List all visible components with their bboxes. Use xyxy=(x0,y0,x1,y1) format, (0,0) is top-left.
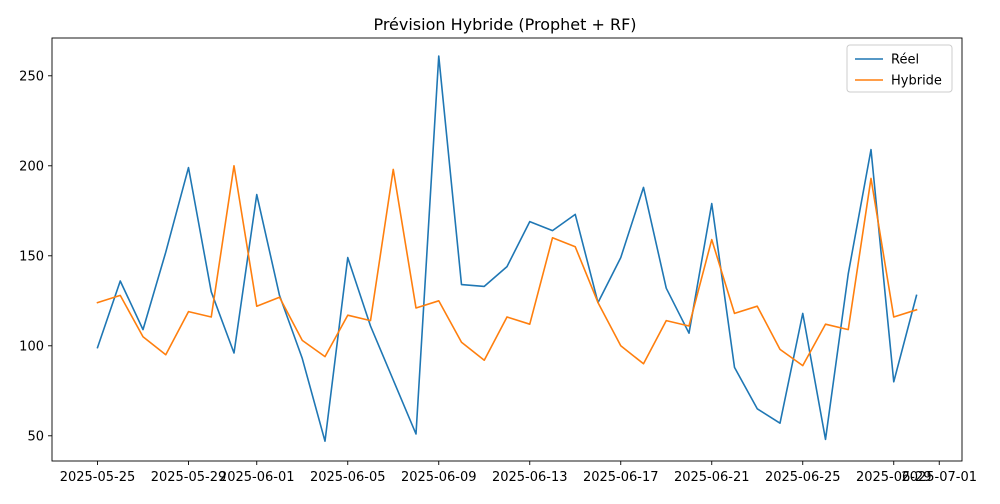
x-tick-label: 2025-05-25 xyxy=(60,470,136,485)
y-tick-label: 150 xyxy=(19,249,44,264)
x-tick-label: 2025-06-25 xyxy=(765,470,841,485)
legend: Réel Hybride xyxy=(846,44,953,93)
x-tick-label: 2025-05-29 xyxy=(151,470,227,485)
x-tick-label: 2025-06-17 xyxy=(583,470,659,485)
x-tick-label: 2025-06-05 xyxy=(310,470,386,485)
x-tick-label: 2025-06-29 xyxy=(856,470,932,485)
legend-label: Hybride xyxy=(891,74,942,89)
x-tick-label: 2025-06-21 xyxy=(674,470,750,485)
y-tick-label: 100 xyxy=(19,339,44,354)
y-tick-label: 250 xyxy=(19,69,44,84)
x-tick-label: 2025-07-01 xyxy=(901,470,977,485)
series-line-hybride xyxy=(96,165,918,367)
legend-label: Réel xyxy=(891,53,919,68)
series-line-reel xyxy=(96,55,918,443)
chart-title: Prévision Hybride (Prophet + RF) xyxy=(373,15,636,34)
y-tick-label: 200 xyxy=(19,159,44,174)
x-tick-label: 2025-06-01 xyxy=(219,470,295,485)
x-tick-label: 2025-06-13 xyxy=(492,470,568,485)
y-tick-label: 50 xyxy=(27,429,44,444)
plot-frame xyxy=(51,37,963,462)
x-tick-label: 2025-06-09 xyxy=(401,470,477,485)
